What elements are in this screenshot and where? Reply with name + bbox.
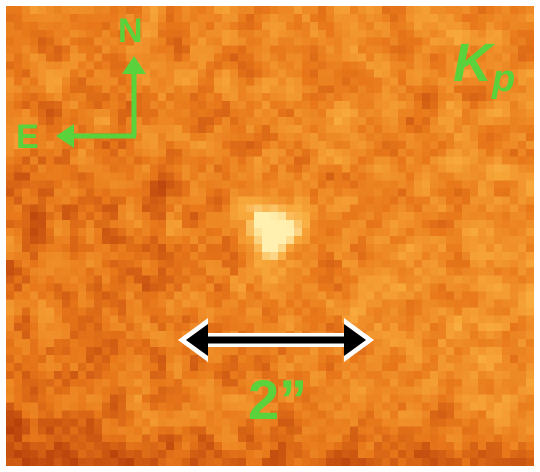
pixel-image [6,6,534,466]
band-subscript: p [492,58,516,100]
stellar-image [6,6,534,466]
scale-label: 2” [248,368,308,431]
north-label: N [118,12,143,50]
band-letter: K [453,33,492,93]
east-label: E [16,118,39,156]
band-label: Kp [453,33,515,98]
